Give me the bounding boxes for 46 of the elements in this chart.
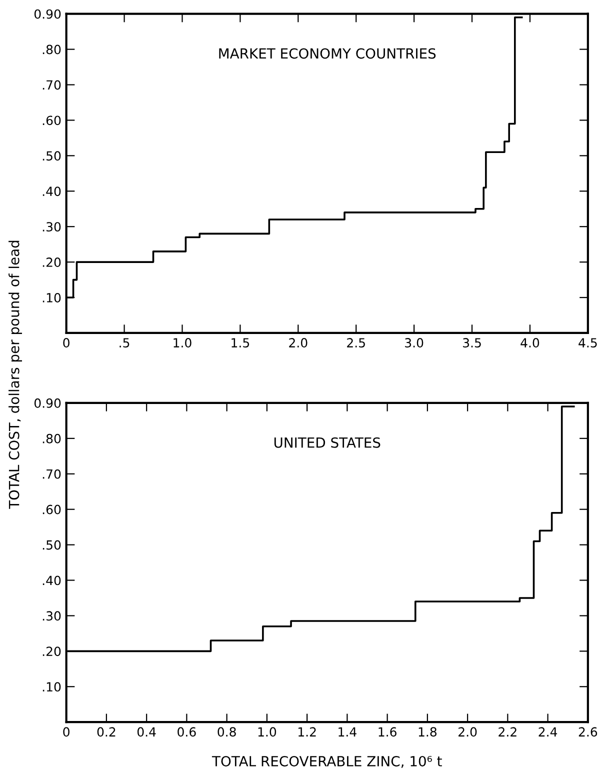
y-tick-label: .60 [42, 504, 61, 514]
text: UNITED STATES [274, 437, 380, 448]
x-tick-label: 1.2 [298, 727, 316, 736]
y-tick-label: .10 [42, 682, 61, 692]
y-tick-label: .20 [42, 258, 61, 267]
x-tick-label: 3.0 [405, 338, 424, 348]
y-tick-label: .70 [42, 80, 61, 90]
x-tick-label: 0 [63, 727, 70, 737]
y-tick-label: .80 [42, 434, 61, 444]
x-tick-label: 2.5 [347, 338, 365, 348]
y-tick-label: .30 [42, 611, 61, 621]
x-tick-label: 4.0 [520, 338, 540, 348]
x-tick-label: 1.5 [232, 338, 250, 348]
y-tick-label: .40 [42, 186, 61, 196]
text: MARKET ECONOMY COUNTRIES [219, 48, 436, 59]
x-tick-label: 0.8 [218, 727, 236, 737]
y-tick-label: .20 [42, 646, 61, 656]
y-tick-label: .50 [42, 540, 61, 550]
y-tick-label: .30 [42, 222, 61, 232]
x-tick-label: 2.6 [578, 727, 598, 737]
y-tick-label: .10 [42, 292, 61, 302]
x-tick-label: 1.6 [378, 727, 396, 737]
x-axis-title: TOTAL RECOVERABLE ZINC, 10⁶ t [212, 756, 442, 768]
x-tick-label: 0.2 [97, 727, 116, 737]
y-tick-label: .60 [42, 116, 61, 126]
x-tick-label: 1.8 [418, 727, 437, 737]
x-tick-label: 3.5 [463, 338, 481, 348]
y-tick-label: .70 [42, 469, 61, 479]
y-tick-label: .80 [42, 44, 61, 54]
x-tick-label: 0 [63, 338, 70, 348]
x-tick-label: 4.5 [578, 338, 597, 348]
x-tick-label: .5 [120, 338, 130, 348]
x-tick-label: 2.0 [458, 727, 477, 737]
x-tick-label: 0.4 [137, 727, 156, 737]
x-tick-label: 0.6 [178, 727, 196, 737]
x-tick-label: 1.0 [174, 338, 192, 348]
x-tick-label: 1.0 [258, 727, 276, 737]
x-tick-label: 2.2 [498, 727, 516, 736]
y-tick-label: 0.90 [34, 398, 61, 408]
y-tick-label: .50 [42, 151, 61, 161]
y-axis-title: TOTAL COST, dollars per pound of lead [8, 240, 22, 509]
y-tick-label: .40 [42, 576, 61, 586]
x-tick-label: 1.4 [338, 727, 356, 736]
x-tick-label: 2.4 [538, 727, 558, 736]
x-tick-label: 2.0 [289, 338, 308, 348]
y-tick-label: 0.90 [34, 9, 61, 19]
